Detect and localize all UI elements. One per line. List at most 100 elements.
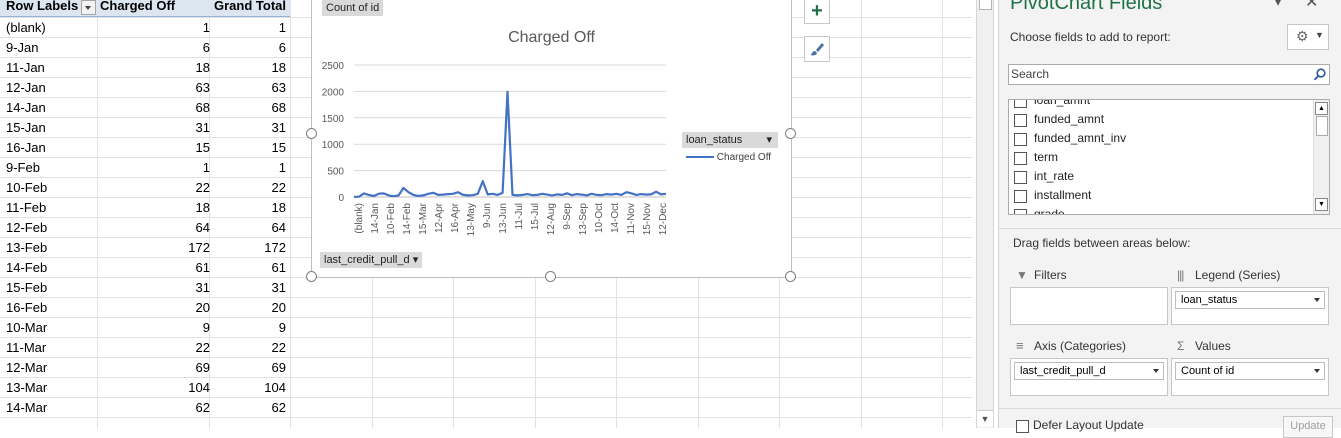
charged-off-value: 15 [195, 140, 210, 155]
x-tick-label: 14-Jan [370, 203, 381, 234]
pivot-table-row[interactable]: 10-Mar 9 9 [0, 318, 290, 338]
y-tick-label: 500 [327, 167, 344, 178]
search-field[interactable]: Search [1008, 64, 1330, 85]
resize-handle-left[interactable] [306, 128, 317, 139]
pivot-table-row[interactable]: 16-Feb 20 20 [0, 298, 290, 318]
pivot-table-row[interactable]: (blank) 1 1 [0, 18, 290, 38]
defer-layout-checkbox[interactable] [1016, 420, 1029, 433]
axis-drop-zone[interactable]: last_credit_pull_d [1010, 358, 1168, 396]
legend-field-chip[interactable]: loan_status [1175, 291, 1325, 309]
pivot-table-row[interactable]: 12-Jan 63 63 [0, 78, 290, 98]
chart-elements-button[interactable]: + [804, 0, 830, 24]
field-checkbox[interactable] [1014, 100, 1027, 108]
field-checkbox[interactable] [1014, 114, 1027, 127]
pivot-table-row[interactable]: 16-Jan 15 15 [0, 138, 290, 158]
row-label: 14-Jan [6, 100, 46, 115]
pivot-table-row[interactable]: 9-Feb 1 1 [0, 158, 290, 178]
resize-handle-bottom-left[interactable] [306, 271, 317, 282]
chart-styles-button[interactable] [804, 36, 830, 62]
pivot-table-row[interactable]: 10-Feb 22 22 [0, 178, 290, 198]
x-tick-label: 12-Apr [434, 202, 445, 233]
grand-total-value: 20 [271, 300, 286, 315]
field-label: term [1034, 150, 1058, 164]
rows-icon: ≡ [1016, 338, 1024, 353]
values-label: Values [1195, 339, 1231, 353]
field-checkbox[interactable] [1014, 209, 1027, 214]
pivot-table-row[interactable]: 12-Feb 64 64 [0, 218, 290, 238]
pivot-table-row[interactable]: 14-Feb 61 61 [0, 258, 290, 278]
y-tick-label: 2500 [322, 61, 345, 72]
axis-field-chip[interactable]: last_credit_pull_d [1014, 362, 1164, 380]
pivot-chart[interactable]: Count of id Charged Off 0 500 1000 1500 2000… [311, 0, 792, 278]
charged-off-value: 69 [195, 360, 210, 375]
scroll-up-arrow-icon[interactable]: ▲ [1315, 102, 1328, 115]
resize-handle-bottom-right[interactable] [785, 271, 796, 282]
defer-layout-label: Defer Layout Update [1033, 418, 1144, 432]
pivot-table-row[interactable]: 12-Mar 69 69 [0, 358, 290, 378]
row-labels-filter-button[interactable] [81, 0, 96, 15]
pivot-table-row[interactable]: 13-Feb 172 172 [0, 238, 290, 258]
pivot-table-row[interactable]: 9-Jan 6 6 [0, 38, 290, 58]
pane-options-chevron-icon[interactable]: ▾ [1275, 0, 1282, 9]
filter-funnel-icon: ▾ [766, 134, 772, 146]
scroll-down-arrow-icon[interactable]: ▼ [977, 410, 993, 427]
row-label: 10-Mar [6, 320, 48, 335]
grid-column-line [942, 0, 943, 428]
header-cell-row-labels[interactable]: Row Labels [0, 0, 97, 17]
legend-entry-label: Charged Off [716, 152, 772, 163]
field-checkbox[interactable] [1014, 190, 1027, 203]
pivot-table-row[interactable]: 15-Feb 31 31 [0, 278, 290, 298]
field-list[interactable]: loan_amnt funded_amnt funded_amnt_inv term i… [1008, 99, 1330, 215]
pivot-table-row[interactable]: 13-Mar 104 104 [0, 378, 290, 398]
x-tick-label: 11-Jul [514, 203, 525, 230]
pivot-table-row[interactable]: 11-Mar 22 22 [0, 338, 290, 358]
pivot-table-row[interactable]: 14-Mar 62 62 [0, 398, 290, 418]
field-checkbox[interactable] [1014, 133, 1027, 146]
x-tick-label: 14-Feb [402, 203, 413, 235]
worksheet-grid[interactable]: Row Labels Charged Off Grand Total (blan… [0, 0, 972, 428]
pivot-table-row[interactable]: 14-Jan 68 68 [0, 98, 290, 118]
field-label: int_rate [1034, 169, 1075, 183]
field-label: loan_amnt [1034, 99, 1091, 107]
scroll-down-arrow-icon[interactable]: ▼ [1315, 198, 1328, 211]
values-field-button[interactable]: Count of id [322, 0, 384, 16]
chevron-down-icon [1153, 369, 1159, 373]
filter-funnel-icon: ▼ [1016, 268, 1028, 282]
field-list-scroll-thumb[interactable] [1316, 116, 1328, 136]
row-label: 12-Mar [6, 360, 48, 375]
pivot-table-row[interactable]: 11-Jan 18 18 [0, 58, 290, 78]
row-label: 9-Jan [6, 40, 39, 55]
chart-title[interactable]: Charged Off [508, 29, 595, 46]
field-checkbox[interactable] [1014, 152, 1027, 165]
grand-total-value: 31 [271, 120, 286, 135]
field-list-scrollbar[interactable]: ▲ ▼ [1313, 100, 1329, 214]
grid-row-line [0, 317, 972, 318]
values-field-chip[interactable]: Count of id [1175, 362, 1325, 380]
pivot-table-row[interactable]: 11-Feb 18 18 [0, 198, 290, 218]
grand-total-value: 64 [271, 220, 286, 235]
scrollbar-thumb[interactable] [979, 0, 992, 10]
grid-row-line [0, 297, 972, 298]
pivot-table-row[interactable]: 15-Jan 31 31 [0, 118, 290, 138]
row-label: 12-Feb [6, 220, 48, 235]
vertical-scrollbar[interactable]: ▼ [976, 0, 994, 428]
legend-drop-zone[interactable]: loan_status [1171, 287, 1329, 325]
resize-handle-right[interactable] [785, 128, 796, 139]
resize-handle-bottom[interactable] [545, 271, 556, 282]
field-checkbox[interactable] [1014, 171, 1027, 184]
axis-field-button[interactable]: last_credit_pull_d ▾ [320, 252, 423, 268]
values-drop-zone[interactable]: Count of id [1171, 358, 1329, 396]
x-tick-label: 13-Sep [578, 203, 589, 236]
series-line-charged-off[interactable] [353, 90, 667, 198]
update-button[interactable]: Update [1283, 416, 1333, 438]
grid-row-line [0, 397, 972, 398]
axis-field-label: last_credit_pull_d [324, 254, 410, 266]
close-icon[interactable]: ✕ [1305, 0, 1319, 11]
filters-drop-zone[interactable] [1010, 287, 1168, 325]
row-label: 9-Feb [6, 160, 40, 175]
tools-button[interactable]: ⚙ ▼ [1287, 24, 1329, 50]
grid-row-line [0, 357, 972, 358]
x-tick-label: 15-Jul [530, 203, 541, 230]
field-label: grade [1034, 207, 1065, 215]
legend-field-button[interactable]: loan_status ▾ [682, 132, 778, 148]
